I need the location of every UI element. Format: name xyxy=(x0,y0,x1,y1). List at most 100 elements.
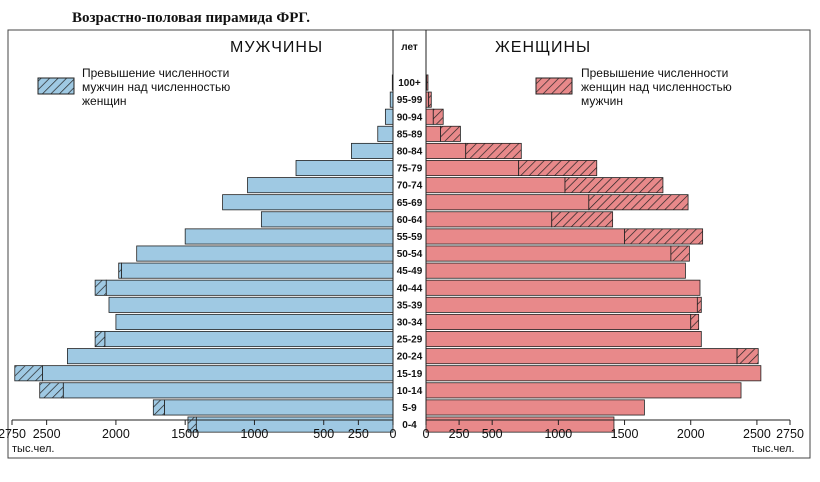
male-unit-label: тыс.чел. xyxy=(12,443,54,455)
age-label-40-44: 40-44 xyxy=(397,283,423,294)
female-bar-75-79 xyxy=(425,160,520,177)
age-label-30-34: 30-34 xyxy=(397,317,423,328)
age-label-35-39: 35-39 xyxy=(397,300,423,311)
male-legend-line-2: мужчин над численностью xyxy=(82,80,230,94)
age-label-100+: 100+ xyxy=(398,78,421,89)
male-legend-line-3: женщин xyxy=(82,94,127,108)
female-tick-2500: 2500 xyxy=(743,427,771,441)
male-excess-15-19 xyxy=(14,365,43,382)
female-tick-250: 250 xyxy=(449,427,470,441)
female-excess-55-59 xyxy=(624,228,704,245)
male-tick-0: 0 xyxy=(390,427,397,441)
female-bar-60-64 xyxy=(425,211,553,228)
female-bar-80-84 xyxy=(425,142,467,159)
female-header: ЖЕНЩИНЫ xyxy=(495,39,591,56)
female-tick-1000: 1000 xyxy=(544,427,572,441)
male-excess-40-44 xyxy=(94,279,107,296)
female-bar-10-14 xyxy=(425,382,742,399)
female-tick-0: 0 xyxy=(423,427,430,441)
female-unit-label: тыс.чел. xyxy=(752,443,794,455)
age-label-55-59: 55-59 xyxy=(397,232,423,243)
age-labels: 100+ 95-99 90-94 85-89 80-84 75-79 70-74 65-69 6… xyxy=(397,78,423,431)
female-excess-95-99 xyxy=(428,91,432,108)
female-legend: Превышение численности женщин над числен… xyxy=(535,66,732,108)
male-bar-40-44 xyxy=(105,279,394,296)
female-bar-65-69 xyxy=(425,194,590,211)
female-excess-70-74 xyxy=(564,177,664,194)
female-legend-line-3: мужчин xyxy=(581,94,623,108)
age-label-10-14: 10-14 xyxy=(397,386,423,397)
female-excess-35-39 xyxy=(696,296,702,313)
female-excess-50-54 xyxy=(670,245,690,262)
female-bar-15-19 xyxy=(425,365,762,382)
age-label-90-94: 90-94 xyxy=(397,112,423,123)
female-excess-90-94 xyxy=(432,108,444,125)
male-bar-55-59 xyxy=(184,228,394,245)
male-tick-1000: 1000 xyxy=(241,427,269,441)
male-excess-10-14 xyxy=(39,382,64,399)
male-excess-0-4 xyxy=(187,416,197,433)
male-tick-1500: 1500 xyxy=(171,427,199,441)
female-excess-75-79 xyxy=(518,160,598,177)
male-legend-swatch xyxy=(37,77,75,95)
male-bar-20-24 xyxy=(67,348,394,365)
female-bar-20-24 xyxy=(425,348,738,365)
female-excess-20-24 xyxy=(736,348,759,365)
age-label-75-79: 75-79 xyxy=(397,164,423,175)
female-tick-1500: 1500 xyxy=(611,427,639,441)
female-bar-55-59 xyxy=(425,228,625,245)
age-label-95-99: 95-99 xyxy=(397,95,423,106)
female-legend-line-1: Превышение численности xyxy=(581,66,728,80)
male-legend: Превышение численности мужчин над числен… xyxy=(37,66,230,108)
male-bar-25-29 xyxy=(104,331,394,348)
age-label-15-19: 15-19 xyxy=(397,369,423,380)
male-excess-45-49 xyxy=(118,262,122,279)
male-bar-30-34 xyxy=(115,313,394,330)
female-bar-85-89 xyxy=(425,125,441,142)
female-excess-30-34 xyxy=(690,313,700,330)
female-bar-30-34 xyxy=(425,313,692,330)
male-excess-5-9 xyxy=(152,399,165,416)
age-label-25-29: 25-29 xyxy=(397,335,423,346)
male-bar-80-84 xyxy=(351,142,394,159)
female-tick-2750: 2750 xyxy=(776,427,804,441)
male-bar-90-94 xyxy=(384,108,394,125)
age-label-5-9: 5-9 xyxy=(402,403,417,414)
male-tick-2750: 2750 xyxy=(0,427,26,441)
age-header: лет xyxy=(401,42,418,53)
chart-frame xyxy=(7,29,811,459)
male-tick-500: 500 xyxy=(313,427,334,441)
female-bar-40-44 xyxy=(425,279,701,296)
female-bar-50-54 xyxy=(425,245,672,262)
female-legend-line-2: женщин над численностью xyxy=(581,80,732,94)
age-label-65-69: 65-69 xyxy=(397,198,423,209)
age-label-45-49: 45-49 xyxy=(397,266,423,277)
age-label-0-4: 0-4 xyxy=(402,420,417,431)
age-label-60-64: 60-64 xyxy=(397,215,423,226)
age-label-70-74: 70-74 xyxy=(397,181,423,192)
male-bar-65-69 xyxy=(222,194,394,211)
female-excess-100+ xyxy=(426,74,429,91)
male-bar-85-89 xyxy=(377,125,394,142)
female-tick-2000: 2000 xyxy=(677,427,705,441)
male-bar-5-9 xyxy=(163,399,394,416)
female-bar-5-9 xyxy=(425,399,645,416)
male-bars xyxy=(14,74,394,433)
age-label-85-89: 85-89 xyxy=(397,129,423,140)
age-label-20-24: 20-24 xyxy=(397,352,423,363)
male-bar-35-39 xyxy=(108,296,394,313)
male-tick-2000: 2000 xyxy=(102,427,130,441)
male-bar-60-64 xyxy=(260,211,394,228)
female-bar-25-29 xyxy=(425,331,702,348)
male-tick-250: 250 xyxy=(348,427,369,441)
female-excess-85-89 xyxy=(440,125,461,142)
male-bar-15-19 xyxy=(42,365,394,382)
female-excess-80-84 xyxy=(465,142,522,159)
female-bars xyxy=(425,74,762,433)
female-bar-90-94 xyxy=(425,108,434,125)
male-header: МУЖЧИНЫ xyxy=(230,39,323,56)
male-bar-45-49 xyxy=(121,262,394,279)
male-tick-2500: 2500 xyxy=(33,427,61,441)
